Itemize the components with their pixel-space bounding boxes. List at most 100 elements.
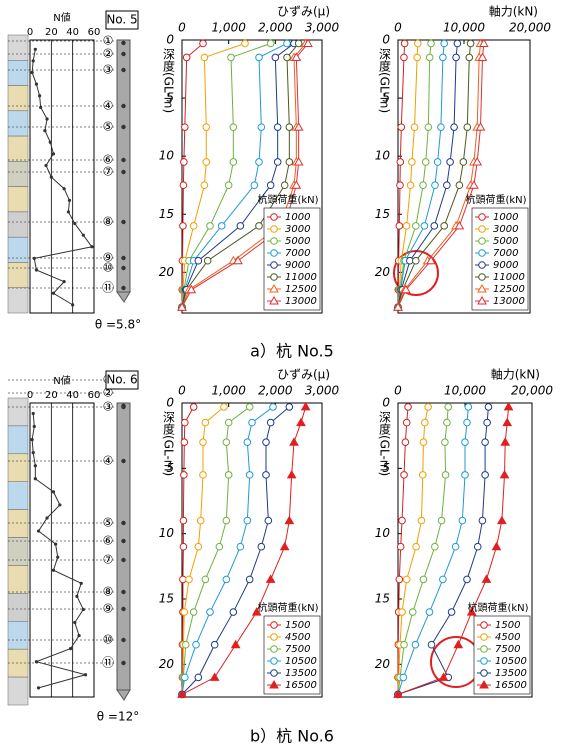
data-point: [196, 516, 205, 525]
series-line: [181, 406, 274, 695]
legend-marker: [479, 679, 489, 689]
data-point: [44, 163, 48, 168]
x-tick-label: 0: [178, 384, 186, 398]
data-point: [481, 471, 489, 479]
data-point: [31, 411, 35, 416]
pile-label: No. 5: [106, 13, 137, 27]
legend-label: 16500: [495, 680, 527, 691]
data-point: [500, 437, 511, 446]
gauge-dot: [121, 520, 126, 526]
plot-frame: [181, 39, 323, 314]
data-point: [396, 181, 404, 190]
data-point: [199, 471, 207, 479]
plot-frame: [29, 402, 95, 698]
data-point: [243, 516, 252, 525]
data-point: [453, 639, 464, 649]
pile: [116, 402, 131, 691]
data-point: [257, 123, 266, 131]
data-point: [255, 222, 263, 230]
data-point: [425, 53, 434, 62]
legend-label: 10500: [285, 656, 317, 667]
data-point: [202, 158, 211, 166]
data-point: [33, 464, 37, 468]
data-point: [200, 53, 209, 62]
legend-label: 7500: [495, 644, 520, 655]
gauge-dot: [121, 51, 126, 57]
data-point: [466, 607, 477, 616]
series-line: [181, 43, 204, 308]
data-point: [466, 39, 475, 48]
data-point: [293, 122, 304, 131]
data-point: [180, 608, 189, 616]
layer-label: ⑤: [103, 120, 114, 134]
data-point: [48, 140, 52, 144]
soil-layer: [7, 565, 29, 594]
legend-label: 11000: [285, 272, 317, 283]
data-point: [294, 39, 303, 48]
data-point: [431, 181, 439, 190]
data-point: [30, 437, 34, 442]
data-point: [424, 403, 432, 411]
data-point: [433, 158, 442, 166]
data-point: [439, 53, 447, 62]
data-point: [58, 503, 62, 507]
data-point: [437, 516, 446, 525]
legend-label: 7500: [285, 644, 310, 655]
soil-layer: [7, 481, 29, 510]
data-point: [31, 59, 35, 63]
data-point: [199, 39, 207, 48]
data-point: [463, 575, 471, 584]
data-point: [402, 575, 411, 584]
soil-layer: [7, 537, 29, 566]
soil-layer: [7, 593, 29, 622]
layer-label: ⑦: [103, 553, 114, 567]
legend-label: 13500: [285, 668, 317, 679]
soil-layer: [7, 287, 29, 314]
data-point: [393, 302, 403, 311]
y-tick-label: 5: [382, 461, 390, 475]
data-point: [81, 607, 85, 612]
y-tick-label: 0: [166, 33, 174, 47]
data-point: [179, 222, 187, 230]
data-point: [245, 471, 254, 479]
legend-marker: [480, 633, 488, 641]
legend-label: 16500: [285, 680, 317, 691]
legend-marker: [478, 273, 486, 281]
data-point: [503, 401, 514, 411]
data-point: [241, 39, 249, 48]
data-point: [224, 471, 233, 479]
data-point: [401, 284, 411, 294]
y-axis-label: 深度(GL-m): [378, 411, 392, 477]
data-point: [450, 123, 458, 131]
data-point: [266, 181, 275, 190]
data-point: [412, 542, 420, 551]
data-point: [455, 181, 464, 190]
legend-marker: [480, 645, 488, 653]
data-point: [177, 302, 187, 311]
data-point: [421, 418, 429, 427]
data-point: [73, 620, 77, 625]
legend-marker: [270, 261, 278, 269]
y-tick-label: 15: [375, 207, 390, 221]
layer-label: ⑤: [103, 516, 114, 530]
data-point: [236, 542, 245, 551]
legend-marker: [270, 213, 278, 221]
data-point: [222, 438, 231, 447]
legend-marker: [270, 225, 278, 233]
y-tick-label: 5: [382, 91, 390, 105]
gauge-dot: [121, 169, 126, 175]
legend-marker: [270, 633, 278, 641]
legend-marker: [270, 237, 278, 245]
data-point: [441, 438, 449, 447]
data-point: [269, 403, 277, 411]
data-point: [265, 574, 276, 583]
data-point: [248, 418, 256, 427]
data-point: [291, 52, 302, 61]
data-point: [34, 268, 39, 272]
legend-label: 5000: [493, 236, 518, 247]
layer-label: ⑦: [103, 165, 114, 179]
pile-label-box: [105, 10, 139, 30]
data-point: [396, 158, 405, 166]
data-point: [189, 403, 198, 411]
data-point: [469, 180, 479, 189]
